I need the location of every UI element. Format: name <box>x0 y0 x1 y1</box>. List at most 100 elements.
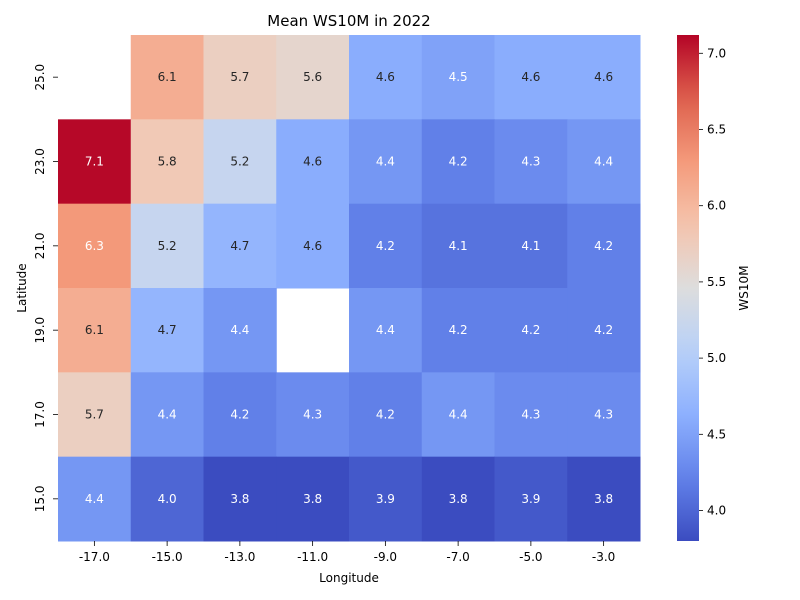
heatmap-cell <box>58 456 132 542</box>
heatmap-cell <box>494 203 568 289</box>
cell-value-label: 4.6 <box>303 239 322 253</box>
cell-value-label: 4.0 <box>158 492 177 506</box>
heatmap-cell <box>567 372 641 458</box>
cell-value-label: 4.3 <box>594 408 613 422</box>
heatmap-cell <box>494 288 568 373</box>
heatmap-cell <box>349 119 423 205</box>
cell-value-label: 4.2 <box>594 323 613 337</box>
cell-value-label: 3.8 <box>303 492 322 506</box>
heatmap-cell <box>421 372 495 458</box>
x-tick-label: -13.0 <box>224 550 255 564</box>
colorbar <box>677 35 699 541</box>
heatmap-cell <box>421 35 495 120</box>
cell-value-label: 5.2 <box>230 155 249 169</box>
colorbar-tick-label: 4.5 <box>707 427 726 441</box>
colorbar-tick-label: 5.0 <box>707 351 726 365</box>
heatmap-cell <box>349 203 423 289</box>
colorbar-ticks: 4.0 4.5 5.0 5.5 6.0 6.5 7.0 <box>699 46 726 518</box>
heatmap-cell <box>58 119 132 205</box>
cell-value-label: 4.3 <box>303 408 322 422</box>
x-tick-label: -17.0 <box>79 550 110 564</box>
heatmap-cell <box>58 288 132 373</box>
colorbar-tick-label: 7.0 <box>707 46 726 60</box>
cell-value-label: 4.4 <box>85 492 104 506</box>
heatmap-cell <box>421 288 495 373</box>
heatmap-cell <box>276 203 350 289</box>
heatmap-cell <box>130 288 204 373</box>
colorbar-tick-label: 6.5 <box>707 122 726 136</box>
y-tick-label: 21.0 <box>33 232 47 259</box>
cell-value-label: 6.1 <box>158 70 177 84</box>
cell-value-label: 4.7 <box>158 323 177 337</box>
chart-title: Mean WS10M in 2022 <box>267 12 430 30</box>
heatmap-cell <box>421 119 495 205</box>
y-tick-label: 17.0 <box>33 401 47 428</box>
cell-value-label: 7.1 <box>85 155 104 169</box>
heatmap-cell <box>567 203 641 289</box>
heatmap-cell <box>421 203 495 289</box>
heatmap-cell <box>203 35 277 120</box>
cell-value-label: 4.2 <box>449 323 468 337</box>
heatmap-cell <box>494 456 568 542</box>
cell-value-label: 4.6 <box>594 70 613 84</box>
x-tick-label: -9.0 <box>374 550 397 564</box>
heatmap-cell <box>58 203 132 289</box>
cell-value-label: 5.7 <box>230 70 249 84</box>
cell-value-label: 4.5 <box>449 70 468 84</box>
heatmap-cell <box>349 372 423 458</box>
heatmap-cell <box>494 119 568 205</box>
cell-value-label: 6.3 <box>85 239 104 253</box>
heatmap-cell <box>276 372 350 458</box>
y-axis-label: Latitude <box>15 263 29 312</box>
cell-value-label: 4.2 <box>521 323 540 337</box>
colorbar-tick-label: 6.0 <box>707 199 726 213</box>
heatmap-cell <box>203 119 277 205</box>
heatmap-cell <box>494 35 568 120</box>
cell-value-label: 4.6 <box>303 155 322 169</box>
cell-value-label: 4.4 <box>449 408 468 422</box>
x-axis-label: Longitude <box>319 571 379 585</box>
y-tick-label: 19.0 <box>33 317 47 344</box>
cell-value-label: 4.6 <box>376 70 395 84</box>
colorbar-label: WS10M <box>737 265 751 310</box>
heatmap-cell <box>276 119 350 205</box>
cell-value-label: 4.2 <box>230 408 249 422</box>
heatmap-cell <box>567 119 641 205</box>
axis-ticks: -17.0 -15.0 -13.0 -11.0 -9.0 -7.0 -5.0 -3.0 25.0… <box>33 64 615 564</box>
cell-value-label: 5.8 <box>158 155 177 169</box>
cell-value-label: 3.8 <box>594 492 613 506</box>
cell-value-label: 4.1 <box>449 239 468 253</box>
cell-value-label: 4.2 <box>594 239 613 253</box>
cell-value-label: 4.4 <box>594 155 613 169</box>
heatmap-cell <box>130 372 204 458</box>
cell-value-label: 4.4 <box>376 323 395 337</box>
heatmap-cell <box>567 456 641 542</box>
cell-value-label: 3.8 <box>230 492 249 506</box>
cell-value-label: 4.4 <box>376 155 395 169</box>
heatmap-cell <box>203 372 277 458</box>
heatmap-cell <box>421 456 495 542</box>
cell-value-label: 4.6 <box>521 70 540 84</box>
cell-value-label: 3.9 <box>521 492 540 506</box>
heatmap-cell <box>276 35 350 120</box>
cell-value-label: 5.2 <box>158 239 177 253</box>
cell-value-label: 4.2 <box>376 239 395 253</box>
cell-value-label: 4.7 <box>230 239 249 253</box>
heatmap-cells: 6.1 5.7 5.6 4.6 4.5 4.6 4.6 7.1 5.8 5.2 4.6 4.4 4.2 4… <box>58 35 641 542</box>
cell-value-label: 6.1 <box>85 323 104 337</box>
cell-value-label: 3.8 <box>449 492 468 506</box>
heatmap-cell <box>567 288 641 373</box>
x-tick-label: -5.0 <box>519 550 542 564</box>
x-tick-label: -7.0 <box>446 550 469 564</box>
x-tick-label: -11.0 <box>297 550 328 564</box>
heatmap-cell <box>130 456 204 542</box>
heatmap-cell <box>203 288 277 373</box>
cell-value-label: 4.4 <box>158 408 177 422</box>
heatmap-cell <box>494 372 568 458</box>
cell-value-label: 4.3 <box>521 408 540 422</box>
x-tick-label: -3.0 <box>592 550 615 564</box>
heatmap-cell <box>276 456 350 542</box>
colorbar-tick-label: 4.0 <box>707 504 726 518</box>
